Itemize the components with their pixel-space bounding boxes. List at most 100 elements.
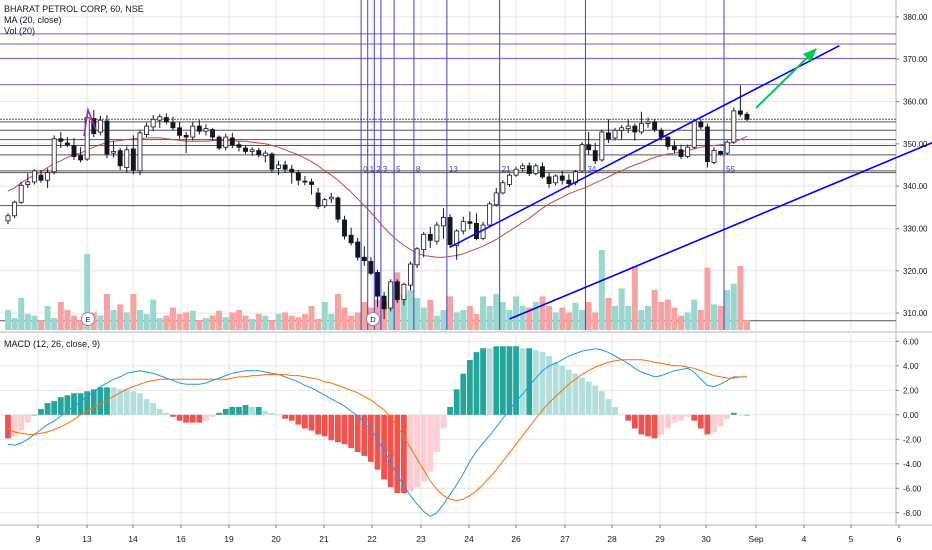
macd-histogram-bar bbox=[18, 414, 25, 431]
macd-histogram-bar bbox=[486, 348, 493, 415]
dividend-marker-icon[interactable] bbox=[366, 312, 380, 326]
macd-legend[interactable]: MACD (12, 26, close, 9) bbox=[4, 339, 101, 349]
macd-histogram-bar bbox=[585, 381, 592, 415]
volume-bar bbox=[136, 310, 143, 330]
macd-histogram-bar bbox=[269, 412, 275, 415]
volume-bar bbox=[585, 302, 592, 330]
candle bbox=[295, 172, 301, 181]
macd-histogram-bar bbox=[209, 414, 216, 417]
candle bbox=[685, 146, 691, 157]
annotation-marker[interactable] bbox=[83, 106, 97, 137]
volume-bar bbox=[552, 312, 559, 330]
candle bbox=[5, 215, 11, 222]
volume-bar bbox=[262, 315, 269, 330]
volume-bar bbox=[143, 314, 150, 330]
earnings-marker-icon[interactable] bbox=[81, 312, 95, 326]
arrow-head-icon bbox=[803, 48, 817, 62]
macd-axis-label: -4.00 bbox=[903, 460, 922, 469]
macd-histogram-bar bbox=[532, 350, 539, 415]
macd-histogram-bar bbox=[71, 393, 77, 415]
price-pane[interactable] bbox=[0, 0, 896, 330]
candle bbox=[559, 175, 565, 181]
signal-line bbox=[7, 359, 747, 502]
macd-histogram-bar bbox=[414, 414, 420, 488]
macd-histogram-bar bbox=[625, 414, 632, 421]
candle bbox=[599, 131, 605, 161]
volume-bar bbox=[150, 299, 157, 330]
time-axis-label: 20 bbox=[271, 534, 281, 544]
volume-bar bbox=[605, 298, 612, 330]
candle bbox=[45, 172, 51, 181]
macd-histogram-bar bbox=[315, 414, 322, 435]
candle bbox=[157, 116, 163, 121]
macd-histogram-bar bbox=[381, 414, 387, 480]
vol-legend[interactable]: Vol (20) bbox=[4, 26, 36, 36]
macd-histogram-bar bbox=[110, 387, 117, 415]
macd-histogram-bar bbox=[552, 361, 559, 415]
macd-pane[interactable] bbox=[0, 334, 896, 525]
time-axis-label: 19 bbox=[224, 534, 234, 544]
volume-bar bbox=[724, 290, 731, 330]
channel-upper-line[interactable] bbox=[449, 44, 840, 248]
candle bbox=[566, 179, 572, 185]
macd-histogram-bar bbox=[123, 389, 130, 415]
volume-bar bbox=[24, 314, 31, 330]
macd-histogram-bar bbox=[31, 414, 38, 416]
volume-bar bbox=[651, 290, 658, 330]
candle bbox=[500, 182, 506, 194]
price-axis-label: 370.00 bbox=[903, 55, 928, 64]
volume-bar bbox=[123, 312, 130, 330]
ma-legend[interactable]: MA (20, close) bbox=[4, 15, 62, 25]
volume-bar bbox=[506, 310, 513, 330]
candle bbox=[526, 165, 532, 174]
macd-histogram-bar bbox=[308, 414, 315, 431]
volume-bar bbox=[664, 299, 671, 330]
projection-arrow[interactable] bbox=[755, 51, 814, 109]
macd-histogram-bar bbox=[38, 408, 44, 415]
candle bbox=[177, 127, 182, 136]
macd-histogram-bar bbox=[97, 387, 104, 415]
fib-time-zone-label: 5 bbox=[396, 165, 401, 174]
candle bbox=[744, 113, 750, 120]
macd-histogram-bar bbox=[176, 414, 183, 421]
macd-histogram-bar bbox=[658, 414, 665, 435]
volume-bar bbox=[480, 296, 487, 330]
time-axis-label: 13 bbox=[82, 534, 92, 544]
symbol-title[interactable]: BHARAT PETROL CORP, 60, NSE bbox=[4, 4, 144, 14]
volume-bar bbox=[321, 302, 328, 330]
candle bbox=[78, 155, 84, 161]
volume-bar bbox=[631, 266, 638, 330]
candle bbox=[474, 222, 479, 240]
candle bbox=[704, 126, 710, 163]
volume-bar bbox=[499, 302, 506, 330]
macd-axis-label: -6.00 bbox=[903, 484, 922, 493]
volume-bar bbox=[678, 315, 685, 330]
candle bbox=[454, 230, 460, 246]
volume-bar bbox=[711, 304, 718, 330]
channel-lower-line[interactable] bbox=[509, 124, 932, 320]
volume-bar bbox=[486, 306, 493, 330]
volume-bar bbox=[361, 302, 368, 330]
time-axis-label: 24 bbox=[464, 534, 474, 544]
candle bbox=[183, 134, 189, 138]
macd-histogram-bar bbox=[150, 403, 157, 415]
macd-histogram-bar bbox=[275, 414, 282, 416]
macd-histogram-bar bbox=[711, 414, 717, 433]
macd-histogram-bar bbox=[262, 410, 269, 415]
volume-bar bbox=[202, 318, 209, 330]
volume-bar bbox=[169, 307, 176, 330]
macd-histogram-bar bbox=[117, 389, 124, 415]
macd-histogram-bar bbox=[24, 414, 31, 423]
macd-histogram-bar bbox=[651, 414, 658, 439]
time-axis-label: 9 bbox=[36, 534, 41, 544]
candle bbox=[487, 203, 493, 226]
fib-time-zone-label: 3 bbox=[383, 165, 388, 174]
candle bbox=[190, 125, 196, 138]
macd-axis-label: 6.00 bbox=[903, 337, 919, 346]
macd-histogram-bar bbox=[335, 414, 341, 443]
price-axis-label: 310.00 bbox=[903, 309, 928, 318]
volume-bar bbox=[282, 312, 289, 330]
candle bbox=[507, 174, 512, 185]
macd-histogram-bar bbox=[328, 414, 335, 441]
